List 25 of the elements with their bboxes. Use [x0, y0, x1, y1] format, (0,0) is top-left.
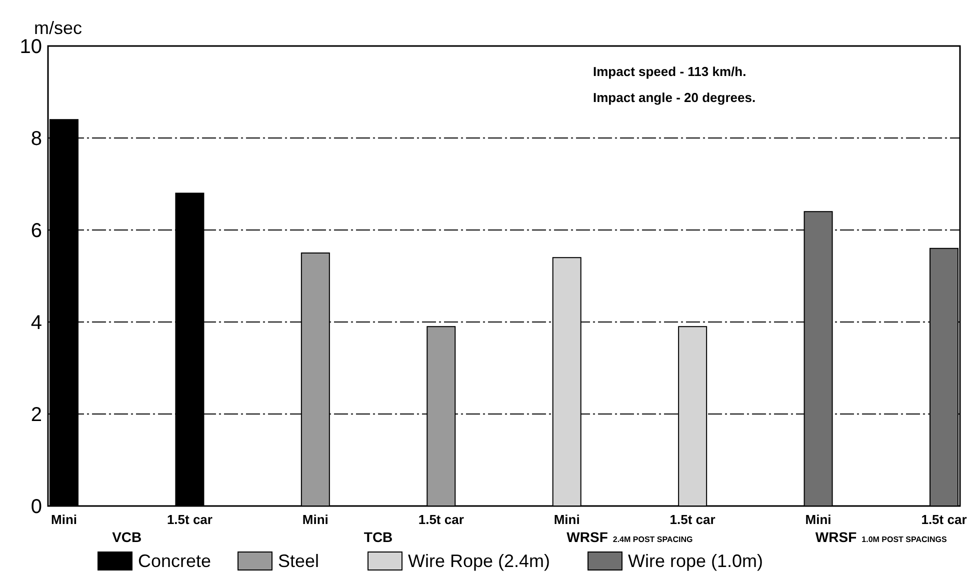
legend-label: Steel [278, 551, 320, 571]
x-tick-label: Mini [302, 512, 328, 527]
legend-label: Wire Rope (2.4m) [408, 551, 550, 571]
text: WRSF 1.0M POST SPACINGS [815, 529, 948, 545]
annotation: Impact speed - 113 km/h. [593, 64, 746, 79]
x-tick-label: 1.5t car [670, 512, 716, 527]
annotation: Impact angle - 20 degrees. [593, 90, 756, 105]
x-tick-label: Mini [51, 512, 77, 527]
y-tick-label: 2 [30, 404, 42, 426]
x-tick-label: 1.5t car [418, 512, 464, 527]
y-tick-label: 0 [30, 496, 42, 518]
legend-label: Concrete [138, 551, 212, 571]
y-axis-title: m/sec [34, 18, 82, 38]
y-tick-label: 10 [20, 36, 42, 58]
y-tick-label: 6 [30, 220, 42, 242]
x-tick-label: Mini [805, 512, 832, 527]
y-tick-label: 8 [30, 128, 42, 150]
x-tick-label: 1.5t car [166, 512, 212, 527]
text: WRSF 2.4M POST SPACING [566, 529, 693, 545]
x-tick-label: 1.5t car [921, 512, 967, 527]
y-tick-label: 4 [30, 312, 42, 334]
text: TCB [364, 529, 393, 545]
text: VCB [112, 529, 142, 545]
legend-label: Wire rope (1.0m) [628, 551, 764, 571]
x-tick-label: Mini [554, 512, 580, 527]
